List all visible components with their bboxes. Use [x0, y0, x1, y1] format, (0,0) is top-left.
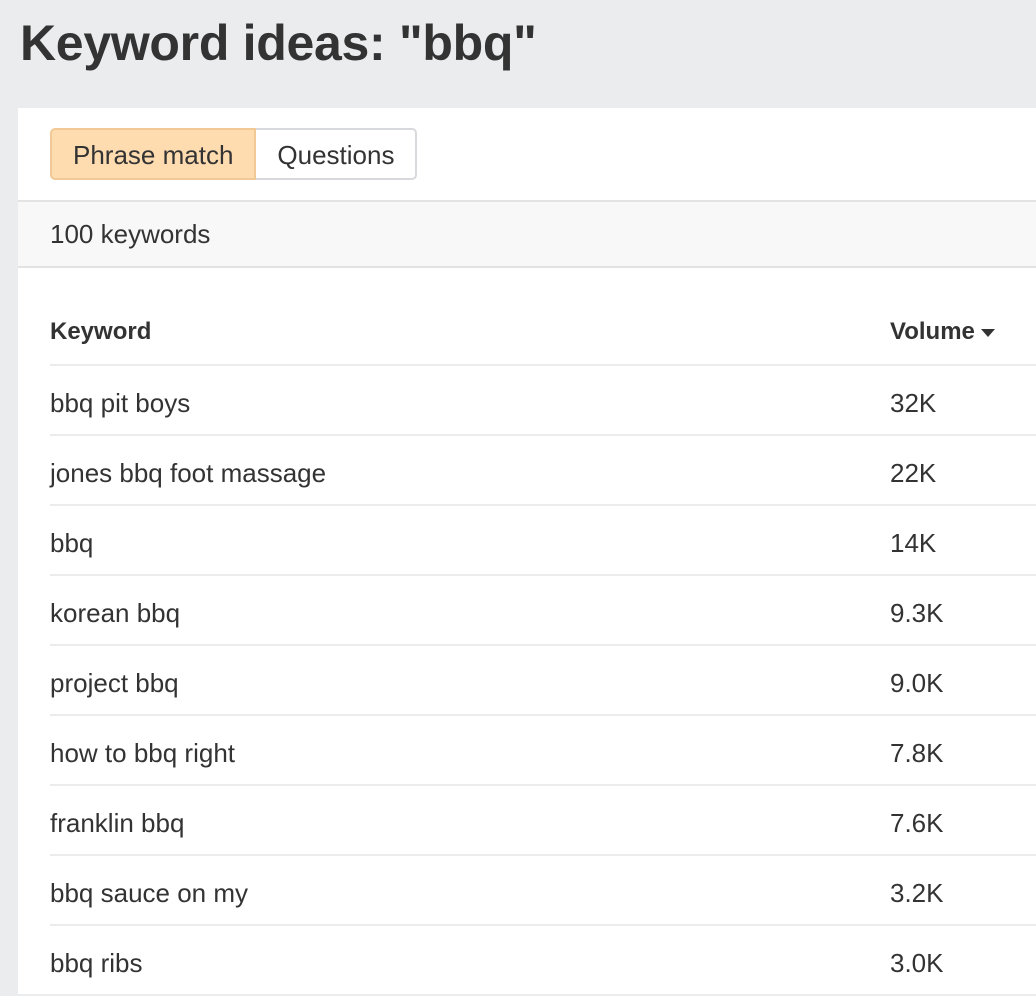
keyword-cell[interactable]: franklin bbq	[50, 808, 185, 838]
results-summary: 100 keywords	[18, 200, 1036, 268]
sort-down-icon	[980, 328, 995, 337]
volume-cell: 3.0K	[890, 948, 944, 978]
volume-cell: 3.2K	[890, 878, 944, 908]
column-header-keyword[interactable]: Keyword	[50, 318, 152, 345]
table-row[interactable]: how to bbq right 7.8K	[50, 716, 1036, 786]
volume-cell: 22K	[890, 458, 937, 488]
column-header-volume[interactable]: Volume	[890, 318, 995, 346]
table-row[interactable]: bbq sauce on my 3.2K	[50, 856, 1036, 926]
volume-cell: 9.0K	[890, 668, 944, 698]
volume-cell: 14K	[890, 528, 937, 558]
table-row[interactable]: bbq pit boys 32K	[50, 366, 1036, 436]
keyword-count: 100 keywords	[50, 219, 211, 249]
volume-cell: 7.6K	[890, 808, 944, 838]
keyword-panel: Phrase match Questions 100 keywords Keyw…	[18, 108, 1036, 996]
match-tabs: Phrase match Questions	[50, 128, 418, 180]
keyword-cell[interactable]: bbq	[50, 528, 94, 558]
table-row[interactable]: korean bbq 9.3K	[50, 576, 1036, 646]
tab-questions[interactable]: Questions	[256, 128, 418, 180]
page-title: Keyword ideas: "bbq"	[20, 15, 537, 71]
volume-cell: 7.8K	[890, 738, 944, 768]
table-row[interactable]: bbq ribs 3.0K	[50, 926, 1036, 996]
table-row[interactable]: franklin bbq 7.6K	[50, 786, 1036, 856]
keyword-cell[interactable]: bbq pit boys	[50, 388, 191, 418]
keyword-cell[interactable]: how to bbq right	[50, 738, 236, 768]
keyword-cell[interactable]: jones bbq foot massage	[50, 458, 327, 488]
keyword-table: Keyword Volume bbq pit boys 32K jones bbq …	[50, 296, 1036, 996]
table-row[interactable]: project bbq 9.0K	[50, 646, 1036, 716]
volume-cell: 9.3K	[890, 598, 944, 628]
tab-phrase-match[interactable]: Phrase match	[50, 128, 257, 180]
keyword-cell[interactable]: bbq sauce on my	[50, 878, 249, 908]
table-row[interactable]: bbq 14K	[50, 506, 1036, 576]
volume-label: Volume	[890, 318, 975, 345]
keyword-cell[interactable]: korean bbq	[50, 598, 181, 628]
volume-cell: 32K	[890, 388, 937, 418]
keyword-cell[interactable]: project bbq	[50, 668, 179, 698]
table-header: Keyword Volume	[50, 296, 1036, 366]
keyword-cell[interactable]: bbq ribs	[50, 948, 143, 978]
table-row[interactable]: jones bbq foot massage 22K	[50, 436, 1036, 506]
